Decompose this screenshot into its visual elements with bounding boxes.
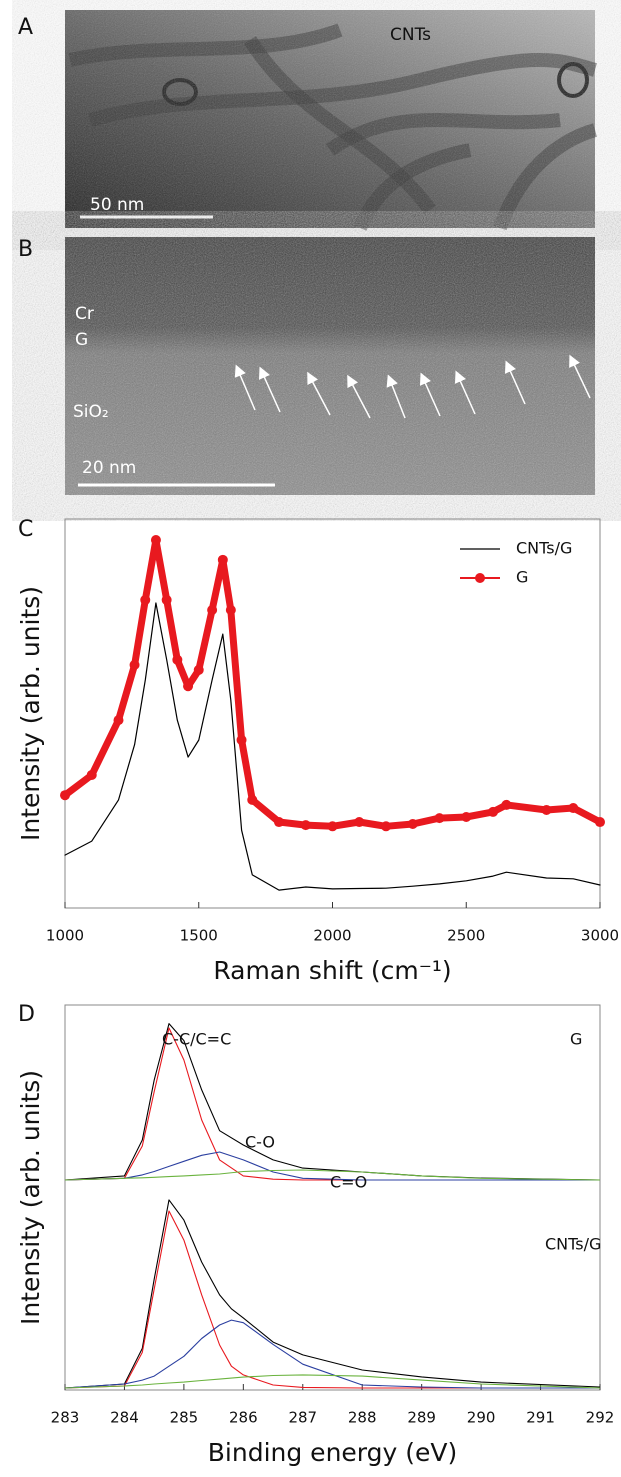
image-annotation: G [75,330,88,350]
fit-curve [64,1199,601,1389]
fit-curve [64,1027,600,1181]
x-tick-label: 291 [526,1409,555,1427]
legend-label: G [516,568,528,587]
data-point [193,664,204,675]
tem-image-a [65,10,598,231]
subplot-label: CNTs/G [545,1235,601,1254]
data-point [113,715,124,726]
data-point [225,605,236,616]
series-line [64,602,601,891]
x-axis-label: Raman shift (cm⁻¹) [213,956,451,985]
data-point [300,820,311,831]
series-line [61,536,604,830]
image-annotation: CNTs [390,25,431,45]
x-tick-label: 292 [586,1409,615,1427]
x-tick-label: 284 [110,1409,139,1427]
peak-annotation: C-C/C=C [162,1030,231,1049]
data-point [161,594,172,605]
fit-curve [64,1023,601,1181]
data-point [434,813,445,824]
data-point [60,790,70,801]
panel-label: A [18,15,33,40]
image-annotation: SiO₂ [73,402,109,422]
data-point [327,821,338,832]
x-tick-label: 286 [229,1409,258,1427]
data-point [236,734,247,745]
image-annotation: Cr [75,304,94,324]
fit-curve [64,1319,600,1389]
image-annotation: 50 nm [90,195,144,215]
fit-curve [64,1210,600,1389]
x-tick-label: 289 [407,1409,436,1427]
fit-curve [64,1374,601,1389]
legend-marker [475,573,485,583]
data-point [461,811,472,822]
legend-label: CNTs/G [516,539,572,558]
x-axis-label: Binding energy (eV) [208,1438,457,1467]
x-tick-label: 288 [348,1409,377,1427]
x-tick-label: 290 [467,1409,496,1427]
data-point [247,794,258,805]
data-point [541,804,552,815]
x-tick-label: 285 [170,1409,199,1427]
data-point [595,817,605,828]
x-tick-label: 1500 [180,927,218,945]
data-point [207,605,218,616]
data-point [172,654,183,665]
subplot-label: G [570,1030,582,1049]
peak-annotation: C-O [245,1133,275,1152]
fit-curve [64,1151,600,1181]
data-point [488,806,498,817]
data-point [183,681,194,692]
tem-image-b [65,237,595,495]
panel-label: C [18,517,33,542]
y-axis-label: Intensity (arb. units) [16,586,45,841]
image-annotation: 20 nm [82,458,136,478]
data-point [407,818,418,829]
data-point [150,535,161,546]
fit-curve [64,1169,601,1181]
x-tick-label: 2000 [313,927,351,945]
chart-layer: A CNTs 50 nm B Cr G SiO₂ 20 nm 1000 1500 2000 2500 3… [16,15,619,1467]
data-point [274,817,284,828]
panel-label: B [18,237,33,262]
x-tick-label: 3000 [581,927,619,945]
data-point [568,803,579,814]
data-point [217,554,228,565]
data-point [129,659,140,670]
data-point [501,799,512,810]
data-point [381,821,391,832]
x-tick-label: 2500 [447,927,485,945]
data-point [140,594,151,605]
x-tick-label: 287 [288,1409,317,1427]
data-point [86,769,97,780]
x-tick-label: 283 [51,1409,80,1427]
panel-label: D [18,1002,35,1027]
plot-frame [64,1004,601,1391]
data-point [354,817,365,828]
peak-annotation: C=O [330,1173,367,1192]
y-axis-label: Intensity (arb. units) [16,1070,45,1325]
x-tick-label: 1000 [46,927,84,945]
